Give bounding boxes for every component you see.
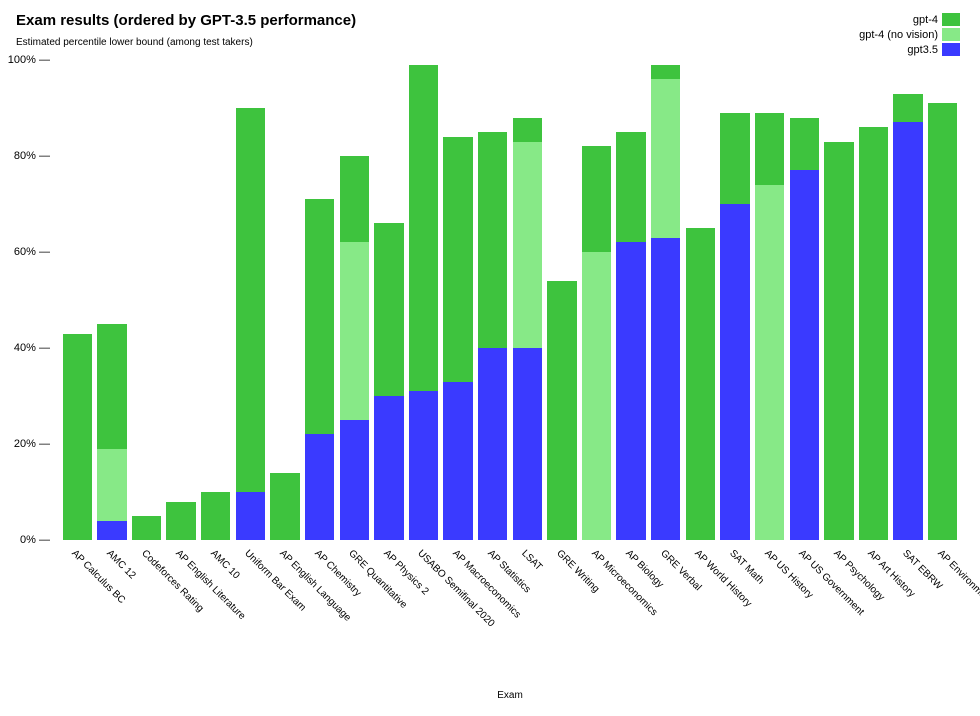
legend-label: gpt-4 bbox=[913, 14, 938, 26]
y-tick-label: 60% — bbox=[14, 246, 50, 258]
x-tick-label: Codeforces Rating bbox=[139, 548, 205, 614]
bar-group: Codeforces Rating bbox=[132, 60, 161, 540]
bar-segment bbox=[547, 281, 576, 540]
bar-group: AP English Language bbox=[270, 60, 299, 540]
legend-swatch bbox=[942, 28, 960, 41]
bar-group: AP Biology bbox=[616, 60, 645, 540]
bar-segment bbox=[443, 382, 472, 540]
bar-group: AP Calculus BC bbox=[63, 60, 92, 540]
bar-group: AP Environmental Science bbox=[928, 60, 957, 540]
bar-group: SAT EBRW bbox=[893, 60, 922, 540]
y-tick-label: 0% — bbox=[20, 534, 50, 546]
bar-group: AMC 12 bbox=[97, 60, 126, 540]
bar-group: AP US History bbox=[755, 60, 784, 540]
bar-segment bbox=[236, 492, 265, 540]
bar-group: AP Art History bbox=[859, 60, 888, 540]
y-tick-label: 100% — bbox=[8, 54, 50, 66]
bar-segment bbox=[893, 122, 922, 540]
bar-segment bbox=[513, 348, 542, 540]
bar-group: GRE Verbal bbox=[651, 60, 680, 540]
legend-swatch bbox=[942, 13, 960, 26]
x-tick-label: AMC 12 bbox=[104, 548, 137, 581]
bar-segment bbox=[755, 185, 784, 540]
bar-group: AP Microeconomics bbox=[582, 60, 611, 540]
bar-group: AP Psychology bbox=[824, 60, 853, 540]
x-tick-label: AP Microeconomics bbox=[589, 548, 659, 618]
bar-group: USABO Semifinal 2020 bbox=[409, 60, 438, 540]
bar-segment bbox=[790, 170, 819, 540]
legend-swatch bbox=[942, 43, 960, 56]
legend-label: gpt-4 (no vision) bbox=[859, 29, 938, 41]
bar-segment bbox=[616, 242, 645, 540]
x-tick-label: GRE Quantitative bbox=[346, 548, 409, 611]
bar-segment bbox=[340, 420, 369, 540]
chart-subtitle: Estimated percentile lower bound (among … bbox=[16, 37, 964, 48]
bar-group: AMC 10 bbox=[201, 60, 230, 540]
legend: gpt-4 gpt-4 (no vision) gpt3.5 bbox=[859, 12, 960, 57]
bar-segment bbox=[686, 228, 715, 540]
bars-layer: AP Calculus BCAMC 12Codeforces RatingAP … bbox=[60, 60, 960, 540]
bar-segment bbox=[859, 127, 888, 540]
bar-group: AP Statistics bbox=[478, 60, 507, 540]
bar-segment bbox=[582, 252, 611, 540]
chart-container: Exam results (ordered by GPT-3.5 perform… bbox=[0, 0, 980, 716]
bar-segment bbox=[305, 434, 334, 540]
legend-item: gpt-4 bbox=[859, 12, 960, 27]
bar-group: AP Physics 2 bbox=[374, 60, 403, 540]
x-tick-label: LSAT bbox=[520, 548, 545, 573]
y-tick-label: 80% — bbox=[14, 150, 50, 162]
x-tick-label: AP Environmental Science bbox=[935, 548, 980, 639]
x-tick-label: Uniform Bar Exam bbox=[243, 548, 309, 614]
bar-segment bbox=[270, 473, 299, 540]
bar-segment bbox=[236, 108, 265, 540]
bar-group: AP Macroeconomics bbox=[443, 60, 472, 540]
bar-segment bbox=[720, 204, 749, 540]
bar-group: LSAT bbox=[513, 60, 542, 540]
bar-segment bbox=[132, 516, 161, 540]
bar-segment bbox=[651, 238, 680, 540]
bar-group: AP US Government bbox=[790, 60, 819, 540]
bar-segment bbox=[478, 348, 507, 540]
bar-segment bbox=[928, 103, 957, 540]
x-tick-label: AMC 10 bbox=[208, 548, 241, 581]
legend-item: gpt-4 (no vision) bbox=[859, 27, 960, 42]
x-tick-label: AP Macroeconomics bbox=[450, 548, 523, 621]
bar-group: AP Chemistry bbox=[305, 60, 334, 540]
x-axis-title: Exam bbox=[497, 690, 523, 701]
bar-segment bbox=[374, 396, 403, 540]
y-tick-label: 40% — bbox=[14, 342, 50, 354]
bar-segment bbox=[201, 492, 230, 540]
bar-segment bbox=[409, 391, 438, 540]
y-tick-label: 20% — bbox=[14, 438, 50, 450]
legend-label: gpt3.5 bbox=[907, 44, 938, 56]
bar-group: Uniform Bar Exam bbox=[236, 60, 265, 540]
legend-item: gpt3.5 bbox=[859, 42, 960, 57]
x-tick-label: AP US Government bbox=[796, 548, 866, 618]
bar-group: SAT Math bbox=[720, 60, 749, 540]
chart-title: Exam results (ordered by GPT-3.5 perform… bbox=[16, 12, 964, 29]
plot-area: AP Calculus BCAMC 12Codeforces RatingAP … bbox=[60, 60, 960, 540]
bar-segment bbox=[97, 521, 126, 540]
bar-segment bbox=[824, 142, 853, 540]
bar-group: AP English Literature bbox=[166, 60, 195, 540]
bar-group: AP World History bbox=[686, 60, 715, 540]
bar-segment bbox=[63, 334, 92, 540]
bar-group: GRE Writing bbox=[547, 60, 576, 540]
bar-group: GRE Quantitative bbox=[340, 60, 369, 540]
bar-segment bbox=[166, 502, 195, 540]
